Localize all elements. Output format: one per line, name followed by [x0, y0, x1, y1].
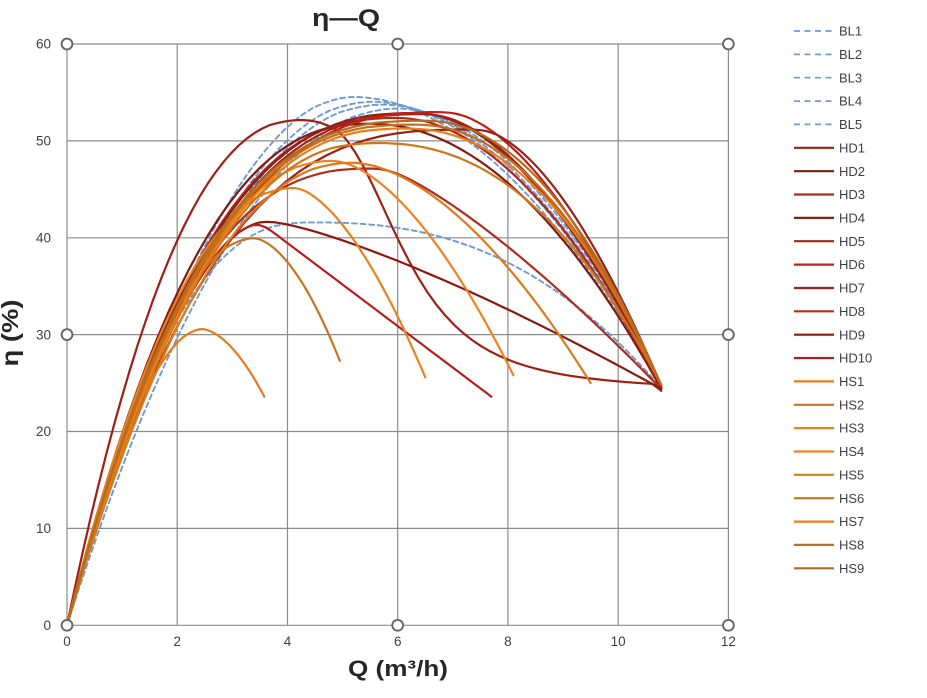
- svg-text:BL1: BL1: [839, 24, 862, 39]
- svg-text:HS1: HS1: [839, 374, 864, 389]
- svg-text:BL2: BL2: [839, 47, 862, 62]
- svg-text:8: 8: [504, 634, 512, 649]
- svg-text:HD5: HD5: [839, 234, 865, 249]
- svg-text:HS2: HS2: [839, 397, 864, 412]
- svg-text:HD10: HD10: [839, 351, 872, 366]
- svg-text:HD6: HD6: [839, 257, 865, 272]
- svg-text:HD4: HD4: [839, 211, 865, 226]
- svg-text:HS9: HS9: [839, 561, 864, 576]
- svg-text:0: 0: [43, 618, 51, 633]
- svg-text:60: 60: [36, 37, 51, 52]
- svg-text:BL5: BL5: [839, 117, 862, 132]
- svg-text:40: 40: [36, 231, 51, 246]
- svg-text:HS3: HS3: [839, 421, 864, 436]
- svg-text:30: 30: [36, 327, 51, 342]
- svg-text:0: 0: [63, 634, 71, 649]
- svg-text:HS8: HS8: [839, 538, 864, 553]
- svg-text:20: 20: [36, 424, 51, 439]
- svg-text:Q (m³/h): Q (m³/h): [348, 656, 448, 681]
- svg-text:HD3: HD3: [839, 187, 865, 202]
- svg-text:η (%): η (%): [0, 300, 23, 367]
- svg-text:HD8: HD8: [839, 304, 865, 319]
- svg-text:η—Q: η—Q: [312, 5, 380, 32]
- svg-text:10: 10: [611, 634, 626, 649]
- svg-text:12: 12: [721, 634, 736, 649]
- svg-text:HD2: HD2: [839, 164, 865, 179]
- svg-text:50: 50: [36, 134, 51, 149]
- svg-text:HD1: HD1: [839, 140, 865, 155]
- svg-text:BL4: BL4: [839, 94, 862, 109]
- svg-text:HS4: HS4: [839, 444, 864, 459]
- svg-text:10: 10: [36, 521, 51, 536]
- svg-text:HS5: HS5: [839, 467, 864, 482]
- svg-text:BL3: BL3: [839, 70, 862, 85]
- svg-text:HD9: HD9: [839, 327, 865, 342]
- svg-text:HD7: HD7: [839, 281, 865, 296]
- svg-text:HS6: HS6: [839, 491, 864, 506]
- svg-text:6: 6: [394, 634, 402, 649]
- svg-text:4: 4: [284, 634, 292, 649]
- svg-text:HS7: HS7: [839, 514, 864, 529]
- svg-text:2: 2: [173, 634, 181, 649]
